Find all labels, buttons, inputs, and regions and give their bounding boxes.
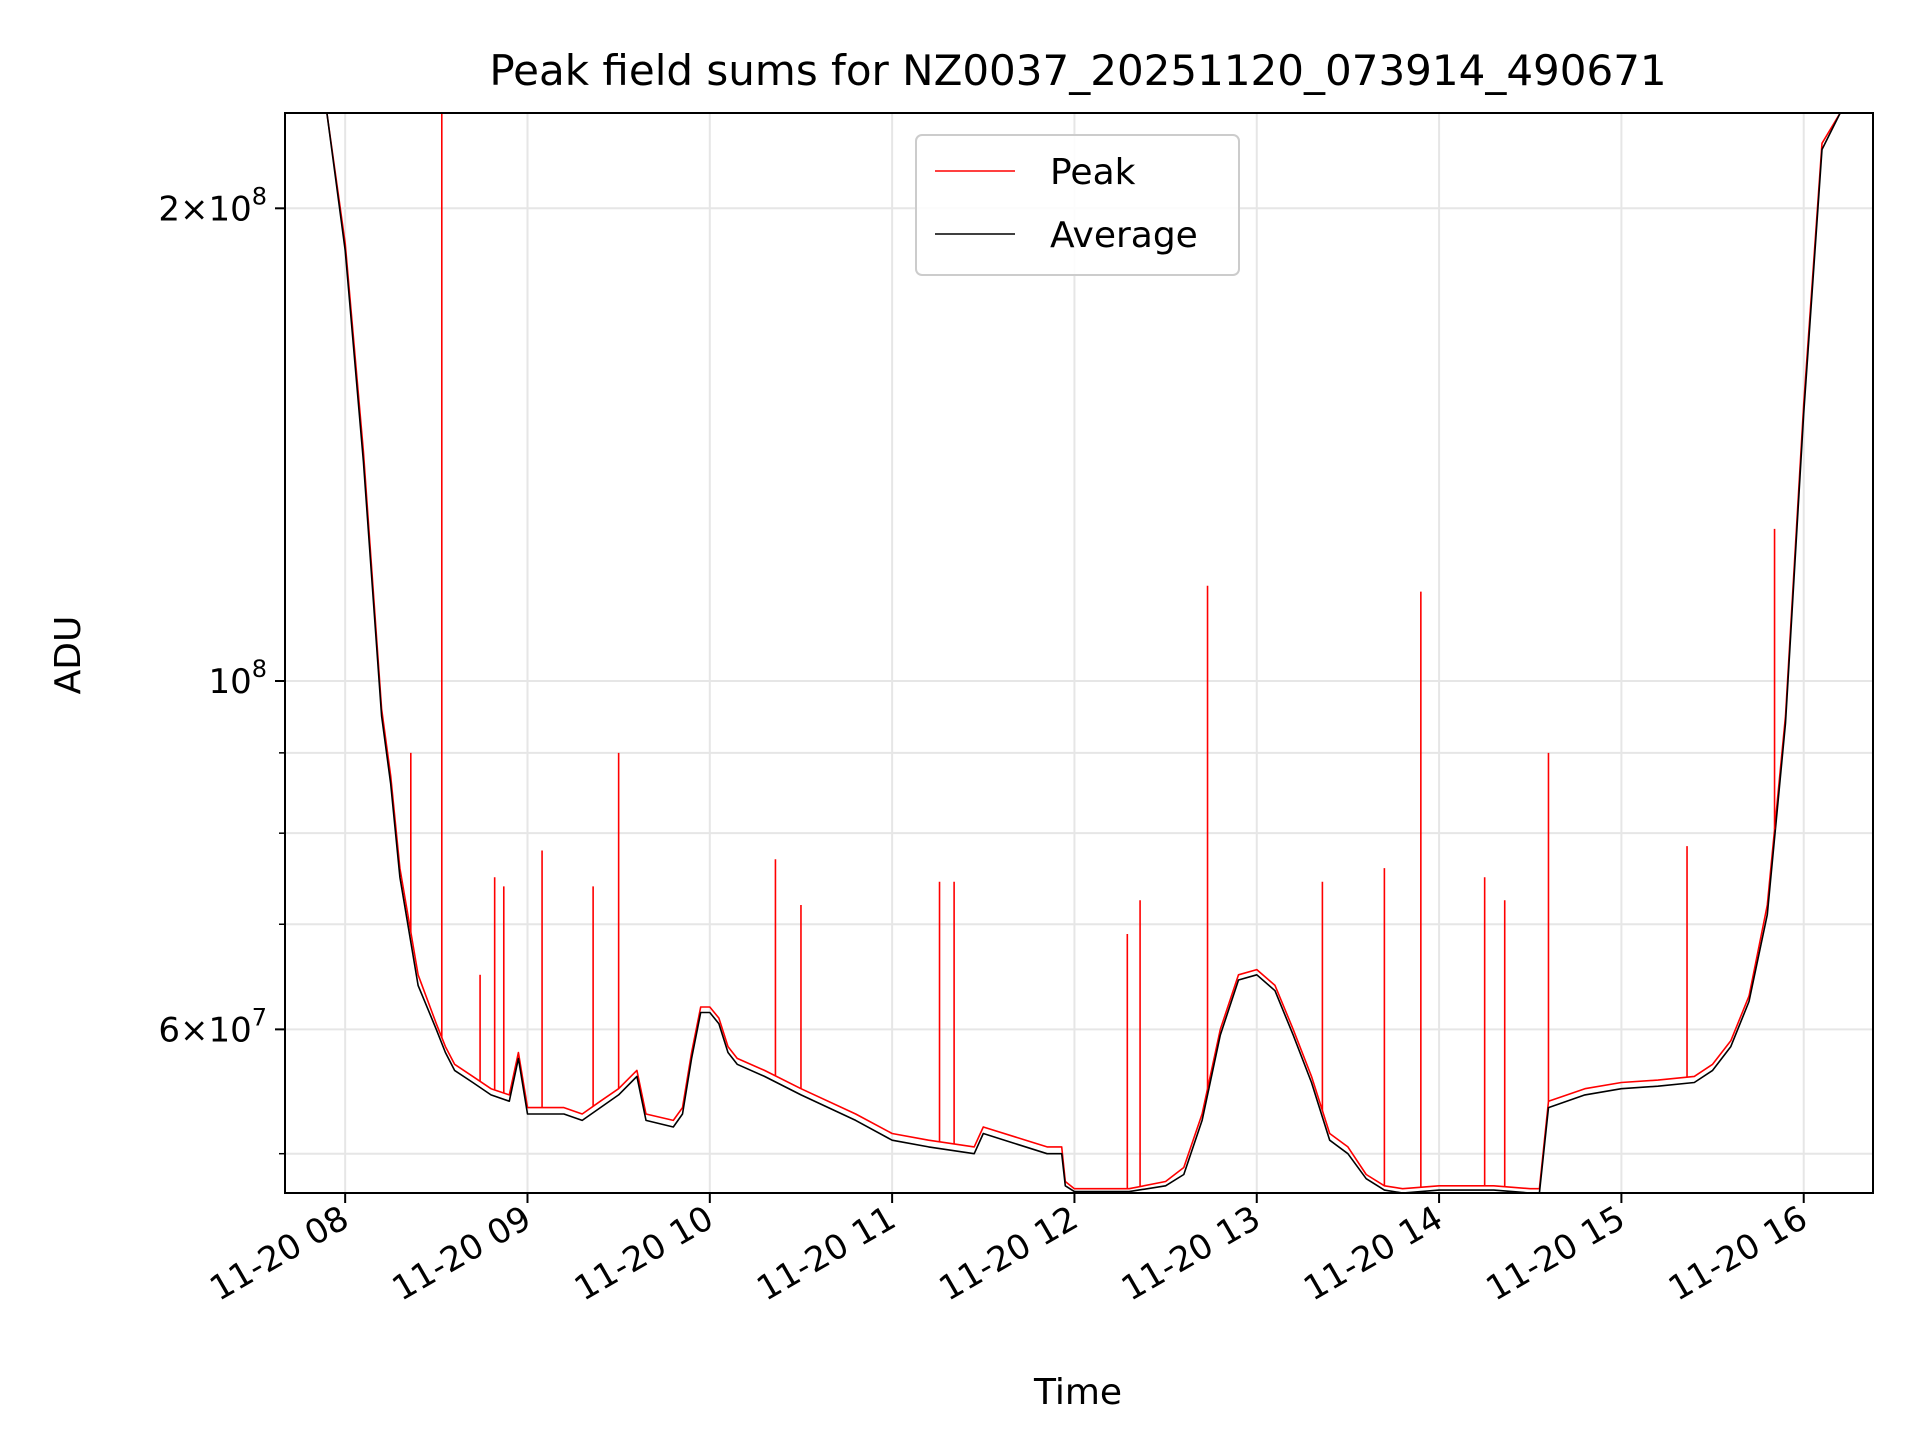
plot-area <box>285 113 1873 1193</box>
chart-title: Peak field sums for NZ0037_20251120_0739… <box>489 46 1666 95</box>
plot-frame <box>284 112 1874 1194</box>
legend-box <box>915 134 1240 276</box>
x-axis-label: Time <box>1033 1372 1122 1413</box>
series-line-average <box>285 113 1873 1193</box>
y-axis-label: ADU <box>48 616 89 695</box>
legend-label-average: Average <box>1050 215 1198 256</box>
y-tick-label: 6×107 <box>158 1003 267 1050</box>
y-tick-label: 108 <box>208 655 267 702</box>
y-tick-label: 2×108 <box>158 182 267 229</box>
legend: Peak Average <box>915 134 1240 276</box>
series-layer <box>285 113 1873 1193</box>
legend-label-peak: Peak <box>1050 152 1136 193</box>
y-axis: 6×107 108 2×108 <box>158 182 285 1155</box>
